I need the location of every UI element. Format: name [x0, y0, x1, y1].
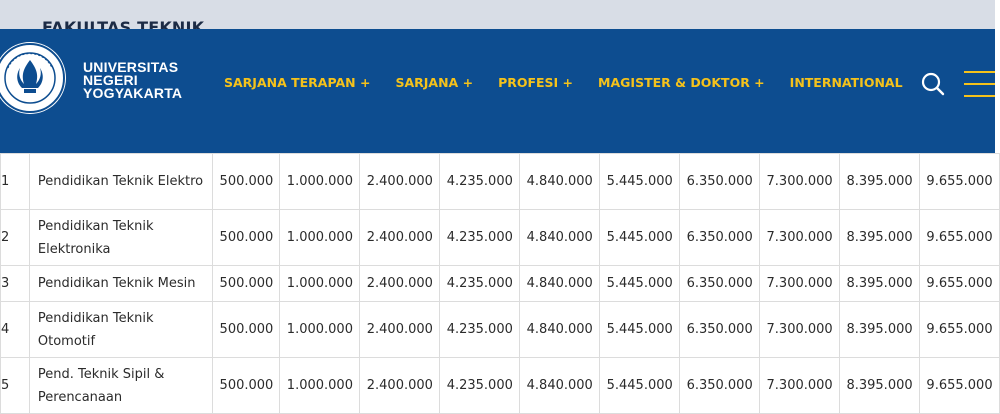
- fee-cell: 7.300.000: [759, 153, 841, 210]
- tuition-fee-table: 1 Pendidikan Teknik Elektro 500.000 1.000.0…: [0, 153, 1000, 414]
- fee-cell: 4.840.000: [519, 209, 601, 266]
- fee-cell: 4.235.000: [439, 153, 521, 210]
- fee-cell: 4.840.000: [519, 265, 601, 302]
- fee-cell: 4.235.000: [439, 357, 521, 414]
- fee-cell: 9.655.000: [919, 265, 1000, 302]
- fee-cell: 500.000: [212, 357, 281, 414]
- fee-cell: 1.000.000: [279, 265, 361, 302]
- fee-cell: 9.655.000: [919, 301, 1000, 358]
- faculty-title: FAKULTAS TEKNIK: [42, 18, 205, 29]
- hamburger-menu-icon[interactable]: [964, 71, 995, 97]
- brand-name[interactable]: UNIVERSITAS NEGERI YOGYAKARTA: [83, 59, 193, 101]
- fee-cell: 5.445.000: [599, 357, 681, 414]
- row-number: 2: [0, 209, 30, 266]
- row-number: 3: [0, 265, 30, 302]
- brand-line: UNIVERSITAS: [83, 59, 179, 75]
- fee-cell: 8.395.000: [839, 301, 921, 358]
- row-number: 5: [0, 357, 30, 414]
- fee-cell: 2.400.000: [359, 301, 441, 358]
- nav-international[interactable]: INTERNATIONAL: [789, 75, 903, 90]
- fee-cell: 5.445.000: [599, 301, 681, 358]
- row-number: 4: [0, 301, 30, 358]
- main-nav: SARJANA TERAPAN + SARJANA + PROFESI + MA…: [224, 75, 903, 90]
- nav-sarjana-terapan[interactable]: SARJANA TERAPAN +: [224, 75, 371, 90]
- fee-cell: 5.445.000: [599, 209, 681, 266]
- fee-cell: 4.235.000: [439, 265, 521, 302]
- table-row: 3 Pendidikan Teknik Mesin 500.000 1.000.000…: [0, 265, 1000, 302]
- program-name: Pendidikan Teknik Mesin: [28, 265, 214, 302]
- fee-cell: 6.350.000: [679, 153, 761, 210]
- table-row: 1 Pendidikan Teknik Elektro 500.000 1.000.0…: [0, 153, 1000, 210]
- fee-cell: 4.840.000: [519, 357, 601, 414]
- fee-cell: 6.350.000: [679, 265, 761, 302]
- fee-cell: 7.300.000: [759, 301, 841, 358]
- fee-cell: 5.445.000: [599, 153, 681, 210]
- fee-cell: 2.400.000: [359, 209, 441, 266]
- brand-line: YOGYAKARTA: [83, 85, 183, 101]
- row-number: 1: [0, 153, 30, 210]
- program-name: Pendidikan Teknik Elektronika: [28, 209, 214, 266]
- fee-cell: 6.350.000: [679, 209, 761, 266]
- nav-profesi[interactable]: PROFESI +: [498, 75, 574, 90]
- program-name: Pendidikan Teknik Elektro: [28, 153, 214, 210]
- fee-cell: 2.400.000: [359, 153, 441, 210]
- fee-cell: 4.235.000: [439, 209, 521, 266]
- fee-cell: 500.000: [212, 153, 281, 210]
- fee-cell: 8.395.000: [839, 209, 921, 266]
- fee-cell: 9.655.000: [919, 209, 1000, 266]
- fee-cell: 500.000: [212, 265, 281, 302]
- search-icon: [921, 72, 945, 96]
- brand-line: NEGERI: [83, 72, 138, 88]
- fee-cell: 500.000: [212, 209, 281, 266]
- fee-cell: 6.350.000: [679, 301, 761, 358]
- fee-cell: 8.395.000: [839, 153, 921, 210]
- fee-cell: 6.350.000: [679, 357, 761, 414]
- table-row: 5 Pend. Teknik Sipil & Perencanaan 500.000…: [0, 357, 1000, 414]
- uny-logo[interactable]: [0, 42, 66, 114]
- table-row: 4 Pendidikan Teknik Otomotif 500.000 1.000.…: [0, 301, 1000, 358]
- fee-cell: 500.000: [212, 301, 281, 358]
- site-header: UNIVERSITAS NEGERI YOGYAKARTA SARJANA TE…: [0, 29, 995, 153]
- fee-cell: 1.000.000: [279, 153, 361, 210]
- fee-cell: 5.445.000: [599, 265, 681, 302]
- fee-cell: 1.000.000: [279, 357, 361, 414]
- menu-bar: [964, 95, 995, 97]
- faculty-strip: FAKULTAS TEKNIK: [0, 0, 995, 29]
- fee-cell: 8.395.000: [839, 357, 921, 414]
- nav-magister-doktor[interactable]: MAGISTER & DOKTOR +: [598, 75, 765, 90]
- program-name: Pendidikan Teknik Otomotif: [28, 301, 214, 358]
- fee-cell: 4.840.000: [519, 153, 601, 210]
- fee-cell: 8.395.000: [839, 265, 921, 302]
- menu-bar: [964, 71, 995, 73]
- fee-cell: 1.000.000: [279, 301, 361, 358]
- fee-cell: 4.840.000: [519, 301, 601, 358]
- fee-cell: 2.400.000: [359, 357, 441, 414]
- fee-cell: 1.000.000: [279, 209, 361, 266]
- fee-cell: 9.655.000: [919, 153, 1000, 210]
- program-name: Pend. Teknik Sipil & Perencanaan: [28, 357, 214, 414]
- table-row: 2 Pendidikan Teknik Elektronika 500.000 1.0…: [0, 209, 1000, 266]
- search-button[interactable]: [920, 71, 946, 97]
- fee-cell: 4.235.000: [439, 301, 521, 358]
- fee-cell: 7.300.000: [759, 209, 841, 266]
- fee-cell: 7.300.000: [759, 265, 841, 302]
- fee-cell: 9.655.000: [919, 357, 1000, 414]
- fee-cell: 7.300.000: [759, 357, 841, 414]
- menu-bar: [964, 83, 995, 85]
- fee-cell: 2.400.000: [359, 265, 441, 302]
- nav-sarjana[interactable]: SARJANA +: [395, 75, 474, 90]
